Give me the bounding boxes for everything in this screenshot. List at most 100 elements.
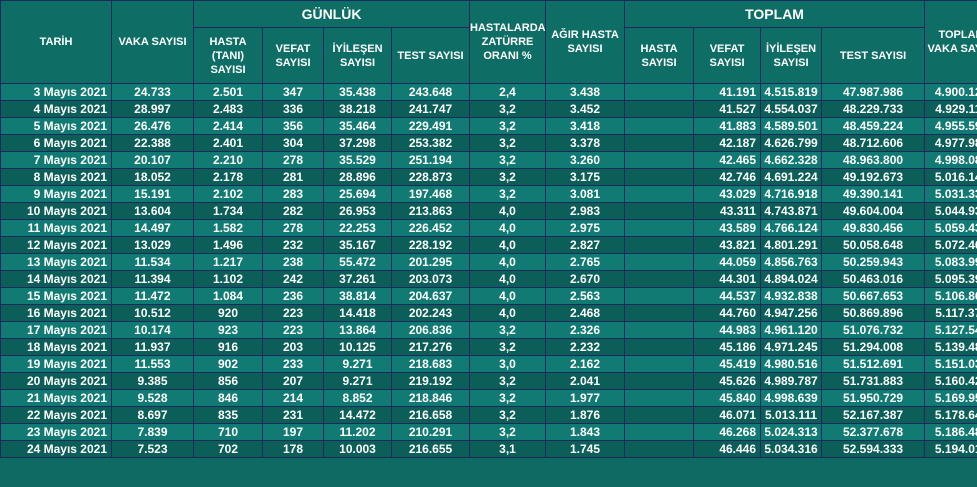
cell-vaka: 13.604	[111, 202, 194, 220]
cell-vaka: 13.029	[111, 236, 194, 254]
header-tarih: TARİH	[0, 0, 112, 84]
cell-toplam-vefat: 43.311	[693, 202, 762, 220]
table-row: 7 Mayıs 2021 20.107 2.210 278 35.529 251.194 3…	[0, 151, 977, 169]
cell-zaturre: 4,0	[469, 304, 547, 322]
cell-test: 203.073	[390, 270, 471, 288]
cell-tarih: 3 Mayıs 2021	[0, 83, 112, 101]
cell-toplam-iyilesen: 4.961.120	[760, 321, 823, 339]
cell-test: 217.276	[390, 338, 471, 356]
cell-toplam-iyilesen: 4.801.291	[760, 236, 823, 254]
cell-toplam-vaka: 5.016.141	[924, 168, 977, 186]
header-toplam-vaka: TOPLAM VAKA SAYISI	[924, 0, 977, 84]
cell-toplam-test: 48.229.733	[821, 100, 926, 118]
cell-toplam-test: 49.604.004	[821, 202, 926, 220]
header-vefat: VEFAT SAYISI	[262, 27, 324, 84]
cell-hasta: 2.178	[193, 168, 263, 186]
cell-vefat: 278	[262, 219, 324, 237]
cell-toplam-test: 48.459.224	[821, 117, 926, 135]
cell-hasta: 902	[193, 355, 263, 373]
cell-iyilesen: 35.438	[323, 83, 392, 101]
cell-hasta: 846	[193, 389, 263, 407]
cell-toplam-vaka: 5.044.936	[924, 202, 977, 220]
cell-agir: 1.977	[545, 389, 626, 407]
cell-vaka: 9.528	[111, 389, 194, 407]
cell-hasta: 1.734	[193, 202, 263, 220]
cell-agir: 2.232	[545, 338, 626, 356]
cell-toplam-iyilesen: 4.856.763	[760, 253, 823, 271]
cell-test: 210.291	[390, 423, 471, 441]
cell-zaturre: 3,2	[469, 338, 547, 356]
cell-zaturre: 3,2	[469, 321, 547, 339]
cell-iyilesen: 13.864	[323, 321, 392, 339]
table-row: 24 Mayıs 2021 7.523 702 178 10.003 216.655 3,1…	[0, 440, 977, 458]
cell-toplam-iyilesen: 4.766.124	[760, 219, 823, 237]
cell-hasta: 923	[193, 321, 263, 339]
cell-toplam-test: 49.830.456	[821, 219, 926, 237]
covid-data-table: TARİH VAKA SAYISI GÜNLÜK HASTALARDA ZATÜ…	[0, 0, 977, 458]
cell-vaka: 10.174	[111, 321, 194, 339]
cell-toplam-vaka: 5.117.374	[924, 304, 977, 322]
cell-zaturre: 3,2	[469, 389, 547, 407]
cell-test: 251.194	[390, 151, 471, 169]
cell-iyilesen: 14.472	[323, 406, 392, 424]
cell-toplam-test: 50.667.653	[821, 287, 926, 305]
cell-iyilesen: 22.253	[323, 219, 392, 237]
cell-agir: 1.843	[545, 423, 626, 441]
cell-agir: 3.175	[545, 168, 626, 186]
cell-test: 201.295	[390, 253, 471, 271]
cell-tarih: 16 Mayıs 2021	[0, 304, 112, 322]
cell-toplam-test: 48.963.800	[821, 151, 926, 169]
cell-vefat: 214	[262, 389, 324, 407]
cell-toplam-test: 51.950.729	[821, 389, 926, 407]
cell-agir: 1.745	[545, 440, 626, 458]
cell-hasta: 2.414	[193, 117, 263, 135]
cell-zaturre: 3,2	[469, 134, 547, 152]
cell-hasta: 1.582	[193, 219, 263, 237]
cell-iyilesen: 37.261	[323, 270, 392, 288]
cell-iyilesen: 9.271	[323, 372, 392, 390]
cell-toplam-iyilesen: 4.980.516	[760, 355, 823, 373]
cell-toplam-vaka: 5.059.433	[924, 219, 977, 237]
cell-test: 253.382	[390, 134, 471, 152]
cell-zaturre: 3,2	[469, 423, 547, 441]
cell-test: 218.846	[390, 389, 471, 407]
cell-hasta: 1.217	[193, 253, 263, 271]
table-row: 23 Mayıs 2021 7.839 710 197 11.202 210.291 3,2…	[0, 423, 977, 441]
table-body: 3 Mayıs 2021 24.733 2.501 347 35.438 243.648 2…	[0, 83, 977, 458]
cell-vaka: 11.394	[111, 270, 194, 288]
cell-toplam-vefat: 44.983	[693, 321, 762, 339]
cell-zaturre: 3,1	[469, 440, 547, 458]
cell-toplam-vaka: 5.083.996	[924, 253, 977, 271]
cell-iyilesen: 25.694	[323, 185, 392, 203]
cell-toplam-hasta	[624, 202, 695, 220]
cell-toplam-test: 50.058.648	[821, 236, 926, 254]
cell-tarih: 6 Mayıs 2021	[0, 134, 112, 152]
cell-toplam-iyilesen: 5.013.111	[760, 406, 823, 424]
cell-vefat: 232	[262, 236, 324, 254]
cell-tarih: 13 Mayıs 2021	[0, 253, 112, 271]
cell-toplam-iyilesen: 5.024.313	[760, 423, 823, 441]
cell-toplam-vefat: 45.840	[693, 389, 762, 407]
cell-toplam-test: 52.594.333	[821, 440, 926, 458]
cell-zaturre: 3,2	[469, 168, 547, 186]
cell-agir: 2.827	[545, 236, 626, 254]
cell-agir: 1.876	[545, 406, 626, 424]
cell-vaka: 7.839	[111, 423, 194, 441]
cell-toplam-hasta	[624, 338, 695, 356]
cell-toplam-test: 49.390.141	[821, 185, 926, 203]
cell-tarih: 21 Mayıs 2021	[0, 389, 112, 407]
cell-toplam-vefat: 43.821	[693, 236, 762, 254]
cell-toplam-vefat: 46.446	[693, 440, 762, 458]
cell-vaka: 18.052	[111, 168, 194, 186]
cell-toplam-vaka: 5.072.462	[924, 236, 977, 254]
cell-toplam-vefat: 46.268	[693, 423, 762, 441]
cell-toplam-test: 52.167.387	[821, 406, 926, 424]
cell-tarih: 4 Mayıs 2021	[0, 100, 112, 118]
table-row: 12 Mayıs 2021 13.029 1.496 232 35.167 228.192…	[0, 236, 977, 254]
cell-vefat: 347	[262, 83, 324, 101]
cell-toplam-hasta	[624, 287, 695, 305]
cell-vaka: 11.553	[111, 355, 194, 373]
cell-vefat: 231	[262, 406, 324, 424]
cell-tarih: 22 Mayıs 2021	[0, 406, 112, 424]
header-iyilesen: İYİLEŞEN SAYISI	[323, 27, 392, 84]
